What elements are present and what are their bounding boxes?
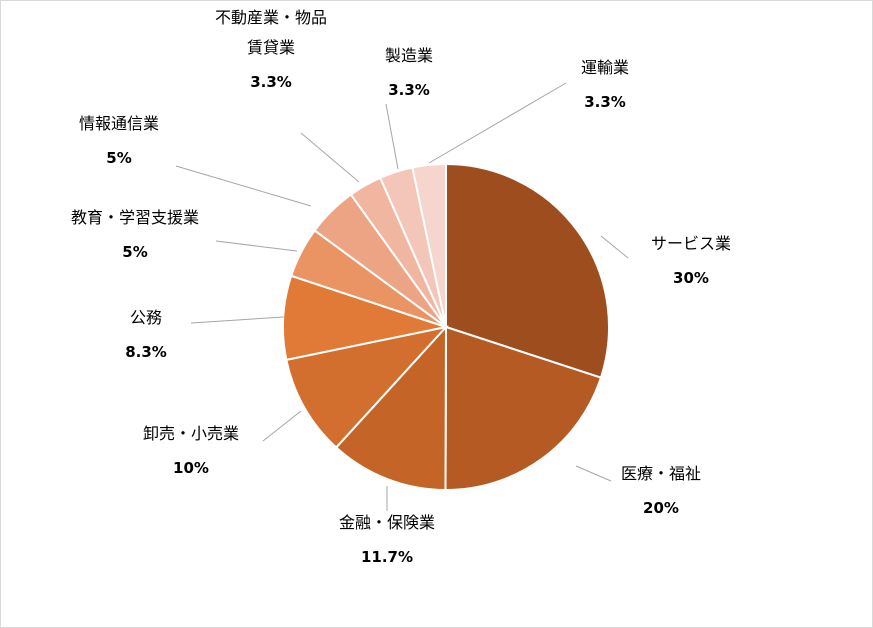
- slice-category-label: 運輸業: [581, 58, 629, 77]
- pie-slice: [444, 325, 603, 491]
- data-label: 金融・保険業 11.7%: [339, 513, 435, 566]
- data-label: 情報通信業 5%: [79, 114, 159, 167]
- data-label: 医療・福祉 20%: [621, 464, 701, 517]
- pie-slice: [445, 162, 610, 379]
- slice-value-label: 11.7%: [361, 548, 413, 566]
- slice-category-label: 不動産業・物品: [215, 8, 327, 27]
- slice-value-label: 3.3%: [388, 81, 430, 99]
- leader-line: [300, 132, 360, 183]
- slice-category-label: 教育・学習支援業: [71, 208, 199, 227]
- leader-lines: [175, 82, 629, 511]
- data-label: サービス業 30%: [651, 234, 731, 287]
- leader-line: [428, 82, 567, 164]
- slice-value-label: 5%: [106, 149, 131, 167]
- data-labels: サービス業 30% 医療・福祉 20% 金融・保険業 11.7% 卸売・小売業 10% 公務 8.…: [71, 8, 731, 566]
- slice-category-label: サービス業: [651, 234, 731, 253]
- data-label: 製造業 3.3%: [385, 46, 433, 99]
- slice-value-label: 3.3%: [250, 73, 292, 91]
- slice-category-label: 製造業: [385, 46, 433, 65]
- slice-value-label: 5%: [122, 243, 147, 261]
- leader-line: [575, 465, 612, 482]
- slice-value-label: 3.3%: [584, 93, 626, 111]
- pie-slice: [411, 162, 447, 328]
- slice-category-label: 情報通信業: [79, 114, 159, 133]
- slice-value-label: 10%: [173, 459, 209, 477]
- slice-category-label: 公務: [130, 308, 162, 327]
- slice-category-label: 卸売・小売業: [143, 424, 239, 443]
- pie-slice: [285, 325, 449, 449]
- slice-value-label: 8.3%: [125, 343, 167, 361]
- data-label: 教育・学習支援業 5%: [71, 208, 199, 261]
- leader-line: [190, 316, 285, 324]
- slice-category-label: 賃貸業: [247, 38, 295, 57]
- data-label: 運輸業 3.3%: [581, 58, 629, 111]
- pie-slices: [282, 162, 610, 492]
- leader-line: [262, 410, 302, 442]
- leader-line: [215, 240, 298, 252]
- leader-line: [600, 235, 629, 259]
- data-label: 卸売・小売業 10%: [143, 424, 239, 477]
- leader-line: [385, 103, 399, 170]
- slice-value-label: 20%: [643, 499, 679, 517]
- slice-value-label: 30%: [673, 269, 709, 287]
- leader-line: [175, 165, 312, 207]
- slice-category-label: 金融・保険業: [339, 513, 435, 532]
- data-label: 公務 8.3%: [125, 308, 167, 361]
- slice-category-label: 医療・福祉: [621, 464, 701, 483]
- pie-slice: [334, 324, 448, 492]
